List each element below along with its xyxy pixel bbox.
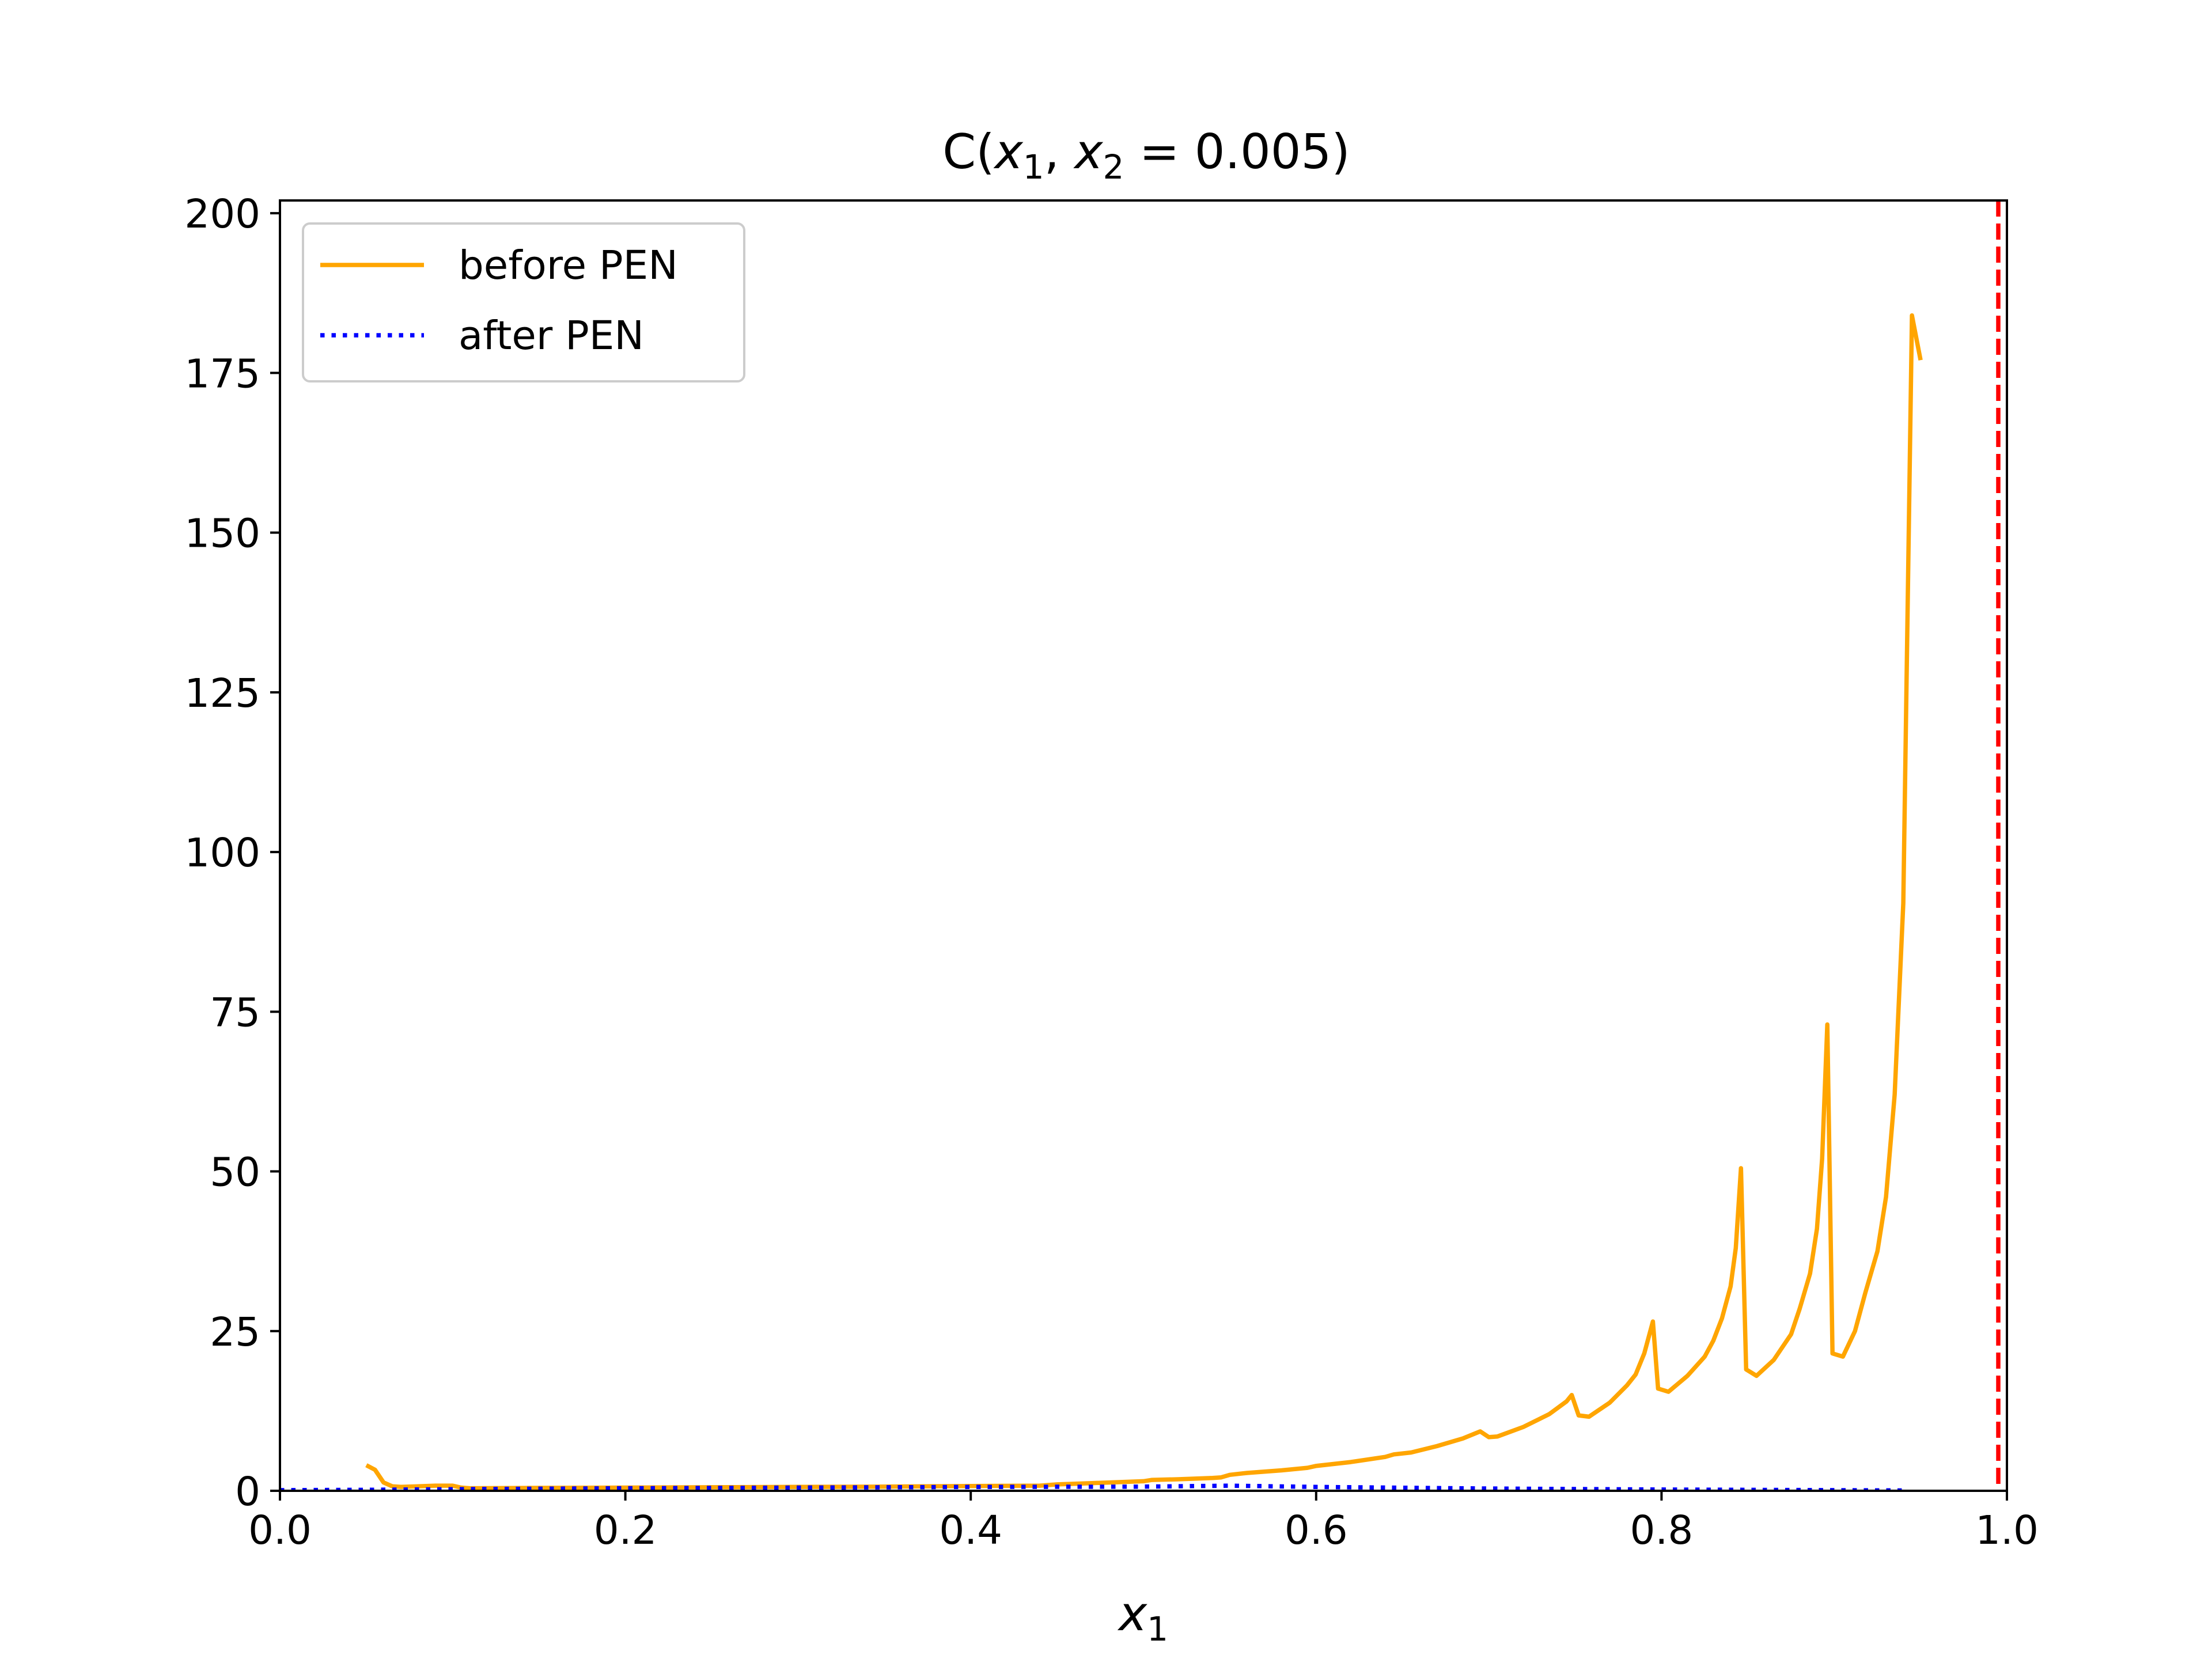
y-tick-label: 50 (210, 1150, 260, 1196)
chart-title: C(x1, x2 = 0.005) (942, 124, 1350, 187)
y-tick-label: 125 (184, 671, 260, 717)
legend: before PEN after PEN (302, 222, 745, 382)
x-axis-ticks: 0.0 0.2 0.4 0.6 0.8 1.0 (248, 1491, 2039, 1554)
x-axis-label: x1 (1117, 1586, 1168, 1649)
y-tick-label: 75 (210, 990, 260, 1036)
series-layer (280, 313, 1923, 1491)
y-tick-label: 0 (235, 1469, 260, 1515)
y-tick-label: 200 (184, 191, 260, 237)
y-tick-label: 175 (184, 351, 260, 397)
y-tick-label: 25 (210, 1309, 260, 1355)
series-line-before-pen (365, 313, 1923, 1491)
series-line-after-pen (280, 1483, 1904, 1491)
x-tick-label: 0.0 (248, 1508, 312, 1554)
x-tick-label: 1.0 (1975, 1508, 2039, 1554)
x-tick-label: 0.6 (1285, 1508, 1348, 1554)
y-tick-label: 100 (184, 830, 260, 876)
plot-frame (279, 199, 2008, 1492)
legend-label-after-pen: after PEN (459, 313, 644, 359)
x-tick-label: 0.2 (594, 1508, 657, 1554)
x-tick-label: 0.4 (939, 1508, 1002, 1554)
x-tick-label: 0.8 (1630, 1508, 1694, 1554)
legend-label-before-pen: before PEN (459, 243, 678, 289)
y-axis-ticks: 0 25 50 75 100 125 150 175 200 (184, 191, 280, 1515)
y-tick-label: 150 (184, 511, 260, 557)
